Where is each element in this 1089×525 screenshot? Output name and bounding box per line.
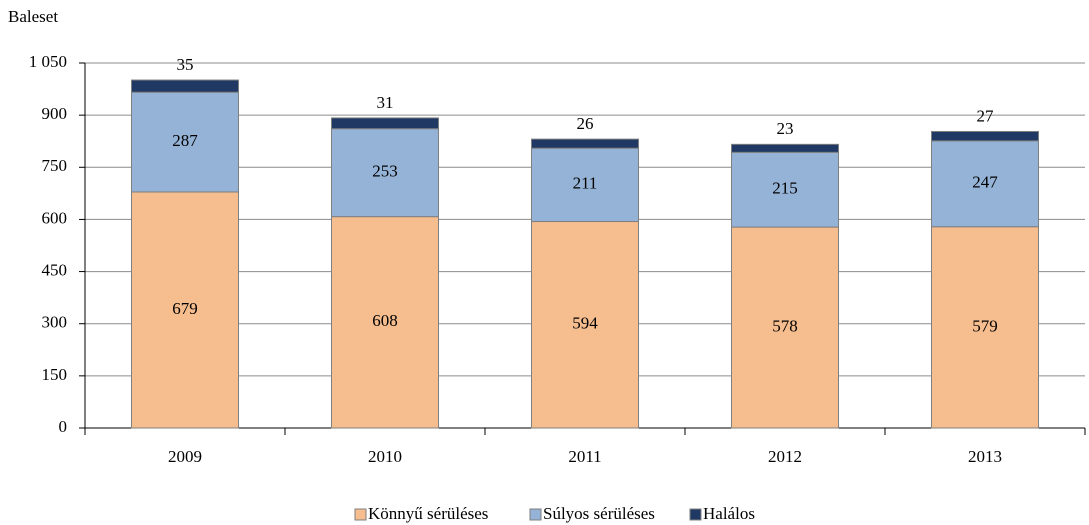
bar-segment xyxy=(531,221,639,429)
y-tick-label: 1 050 xyxy=(29,52,67,71)
data-label: 211 xyxy=(573,174,598,193)
bar-segment xyxy=(531,138,639,149)
data-label: 27 xyxy=(977,106,995,125)
x-tick-label: 2009 xyxy=(168,447,202,466)
data-label: 35 xyxy=(177,55,194,74)
data-label: 287 xyxy=(172,131,198,150)
y-tick-label: 600 xyxy=(42,208,68,227)
legend-swatch xyxy=(354,508,367,521)
bar-segment xyxy=(131,91,239,193)
y-tick-label: 0 xyxy=(59,417,68,436)
bar-segment xyxy=(331,216,439,429)
y-tick-label: 900 xyxy=(42,104,68,123)
bar-segment xyxy=(931,140,1039,228)
y-tick-label: 450 xyxy=(42,260,68,279)
data-label: 31 xyxy=(377,93,394,112)
y-tick-label: 300 xyxy=(42,313,68,332)
legend-label: Súlyos sérüléses xyxy=(543,504,655,523)
bar-segment xyxy=(531,147,639,223)
x-tick-label: 2010 xyxy=(368,447,402,466)
bar-segment xyxy=(731,143,839,153)
x-tick-label: 2011 xyxy=(568,447,601,466)
data-label: 215 xyxy=(772,179,798,198)
legend-swatch xyxy=(529,508,542,521)
data-label: 23 xyxy=(777,119,794,138)
bar-segment xyxy=(931,226,1039,429)
legend-swatch xyxy=(689,508,702,521)
data-label: 608 xyxy=(372,311,398,330)
data-label: 247 xyxy=(972,173,998,192)
y-tick-label: 750 xyxy=(42,156,68,175)
bar-segment xyxy=(331,128,439,218)
bar-segment xyxy=(731,226,839,429)
data-label: 253 xyxy=(372,162,398,181)
data-label: 679 xyxy=(172,299,198,318)
data-label: 594 xyxy=(572,314,598,333)
legend-label: Könnyű sérüléses xyxy=(368,504,488,523)
data-label: 578 xyxy=(772,316,798,335)
bar-segment xyxy=(331,117,439,130)
x-tick-label: 2013 xyxy=(968,447,1002,466)
bar-segment xyxy=(131,191,239,429)
bar-segment xyxy=(131,79,239,93)
bar-segment xyxy=(931,130,1039,142)
bar-segment xyxy=(731,151,839,228)
data-label: 579 xyxy=(972,316,998,335)
data-label: 26 xyxy=(577,114,594,133)
x-tick-label: 2012 xyxy=(768,447,802,466)
y-tick-label: 150 xyxy=(42,365,68,384)
legend-label: Halálos xyxy=(703,504,755,523)
y-axis-label: Baleset xyxy=(8,7,58,26)
